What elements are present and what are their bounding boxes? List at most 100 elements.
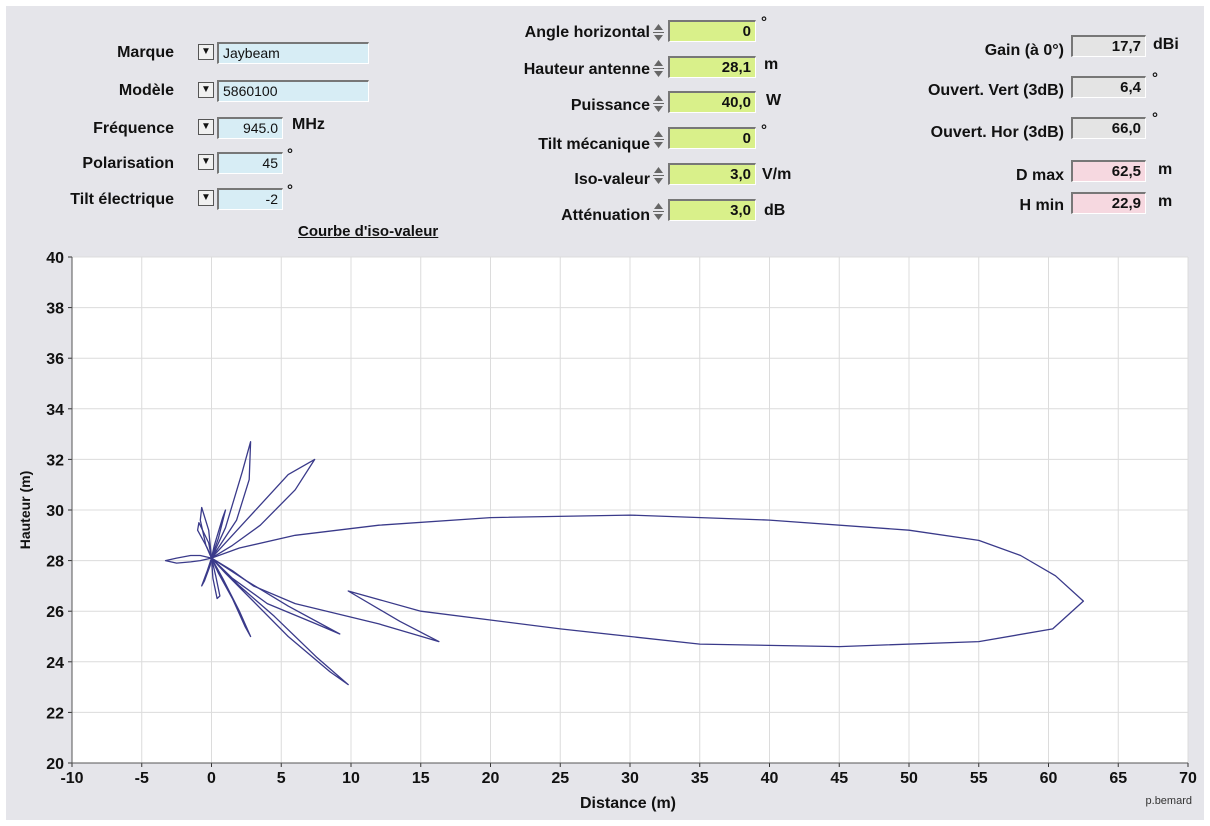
hauteur-antenne-spinner[interactable] xyxy=(653,58,664,80)
y-tick-label: 36 xyxy=(46,351,64,368)
gain-field: 17,7 xyxy=(1071,35,1146,57)
tilt-mecanique-field[interactable]: 0 xyxy=(668,127,756,149)
tilt-mecanique-spinner[interactable] xyxy=(653,129,664,151)
ouvert-hor-field: 66,0 xyxy=(1071,117,1146,139)
marque-field[interactable]: Jaybeam xyxy=(217,42,369,64)
hmin-unit: m xyxy=(1158,193,1173,210)
iso-valeur-field[interactable]: 3,0 xyxy=(668,163,756,185)
curves xyxy=(164,441,1085,686)
iso-curve-lobe-12 xyxy=(201,557,213,587)
dmax-unit: m xyxy=(1158,161,1173,178)
puissance-field[interactable]: 40,0 xyxy=(668,91,756,113)
x-tick-label: 40 xyxy=(761,770,779,787)
modele-label: Modèle xyxy=(118,82,174,99)
iso-curve-lobe-3 xyxy=(196,521,213,559)
angle-horizontal-label: Angle horizontal xyxy=(524,24,650,41)
marque-label: Marque xyxy=(117,44,174,61)
attenuation-unit: dB xyxy=(764,202,786,219)
chevron-down-icon: ▼ xyxy=(201,46,211,57)
frequence-dropdown-button[interactable]: ▼ xyxy=(198,119,214,135)
tilt-electrique-unit: ° xyxy=(287,182,293,199)
chevron-down-icon: ▼ xyxy=(201,192,211,203)
x-tick-label: 60 xyxy=(1040,770,1058,787)
hmin-label: H min xyxy=(1019,197,1064,214)
chevron-down-icon: ▼ xyxy=(201,156,211,167)
attenuation-field[interactable]: 3,0 xyxy=(668,199,756,221)
chevron-down-icon: ▼ xyxy=(201,121,211,132)
chevron-down-icon: ▼ xyxy=(201,84,211,95)
polarisation-unit: ° xyxy=(287,146,293,163)
y-tick-label: 32 xyxy=(46,452,64,469)
frequence-unit: MHz xyxy=(292,116,325,133)
iso-curve-lobe-6 xyxy=(211,458,316,559)
x-tick-label: 5 xyxy=(277,770,286,787)
tilt-electrique-dropdown-button[interactable]: ▼ xyxy=(198,190,214,206)
iso-valeur-unit: V/m xyxy=(762,166,792,183)
axis-frame xyxy=(71,257,1188,764)
puissance-label: Puissance xyxy=(570,97,650,114)
dmax-field: 62,5 xyxy=(1071,160,1146,182)
ouvert-hor-label: Ouvert. Hor (3dB) xyxy=(930,124,1064,141)
attenuation-label: Atténuation xyxy=(561,207,650,224)
y-tick-label: 38 xyxy=(46,301,64,318)
angle-horizontal-field[interactable]: 0 xyxy=(668,20,756,42)
grid xyxy=(71,256,1189,764)
marque-dropdown-button[interactable]: ▼ xyxy=(198,44,214,60)
dmax-label: D max xyxy=(1015,167,1064,184)
iso-curve-lobe-10 xyxy=(210,557,252,638)
iso-valeur-spinner[interactable] xyxy=(653,165,664,187)
x-tick-label: 45 xyxy=(830,770,848,787)
angle-horizontal-unit: ° xyxy=(761,14,767,31)
iso-valeur-label: Iso-valeur xyxy=(574,171,650,188)
x-tick-label: 55 xyxy=(970,770,988,787)
frequence-field[interactable]: 945.0 xyxy=(217,117,283,139)
x-tick-label: 20 xyxy=(482,770,500,787)
x-tick-label: -5 xyxy=(135,770,149,787)
ouvert-hor-unit: ° xyxy=(1152,110,1158,127)
tilt-electrique-label: Tilt électrique xyxy=(70,191,174,208)
x-tick-label: 70 xyxy=(1179,770,1197,787)
polarisation-field[interactable]: 45 xyxy=(217,152,283,174)
angle-horizontal-spinner[interactable] xyxy=(653,22,664,44)
tilt-electrique-field[interactable]: -2 xyxy=(217,188,283,210)
iso-curve-link[interactable]: Courbe d'iso-valeur xyxy=(298,223,439,240)
x-axis-label: Distance (m) xyxy=(580,795,676,812)
tilt-mecanique-unit: ° xyxy=(761,122,767,139)
x-tick-label: 25 xyxy=(551,770,569,787)
attenuation-spinner[interactable] xyxy=(653,201,664,223)
iso-curve-lobe-4 xyxy=(210,509,227,559)
credit-text: p.bemard xyxy=(1146,795,1192,807)
y-tick-label: 28 xyxy=(46,554,64,571)
x-tick-label: 30 xyxy=(621,770,639,787)
iso-curve-lobe-8 xyxy=(211,557,341,635)
x-tick-label: -10 xyxy=(60,770,83,787)
y-tick-label: 34 xyxy=(46,402,64,419)
hauteur-antenne-label: Hauteur antenne xyxy=(523,61,650,78)
hauteur-antenne-unit: m xyxy=(764,56,779,73)
y-tick-label: 40 xyxy=(46,250,64,267)
axis-ticks: -10 -5 0 5 10 15 20 25 30 35 40 45 50 55 60 65 70 20 22 24 2… xyxy=(46,250,1197,787)
y-tick-label: 22 xyxy=(46,705,64,722)
iso-curve-lobe-1 xyxy=(164,554,212,564)
iso-curve-lobe-5 xyxy=(210,441,252,559)
ouvert-vert-label: Ouvert. Vert (3dB) xyxy=(927,82,1064,99)
frequence-label: Fréquence xyxy=(93,120,174,137)
modele-dropdown-button[interactable]: ▼ xyxy=(198,82,214,98)
puissance-spinner[interactable] xyxy=(653,93,664,115)
y-tick-label: 20 xyxy=(46,756,64,773)
iso-curve-lobe-7 xyxy=(211,514,1085,648)
ouvert-vert-field: 6,4 xyxy=(1071,76,1146,98)
y-axis-label: Hauteur (m) xyxy=(17,471,33,550)
hauteur-antenne-field[interactable]: 28,1 xyxy=(668,56,756,78)
modele-field[interactable]: 5860100 xyxy=(217,80,369,102)
x-tick-label: 50 xyxy=(900,770,918,787)
gain-label: Gain (à 0°) xyxy=(984,42,1064,59)
hmin-field: 22,9 xyxy=(1071,192,1146,214)
y-tick-label: 30 xyxy=(46,503,64,520)
iso-curve-lobe-9 xyxy=(211,557,349,686)
x-tick-label: 15 xyxy=(412,770,430,787)
gain-unit: dBi xyxy=(1153,36,1179,53)
polarisation-dropdown-button[interactable]: ▼ xyxy=(198,154,214,170)
y-tick-label: 24 xyxy=(46,655,64,672)
